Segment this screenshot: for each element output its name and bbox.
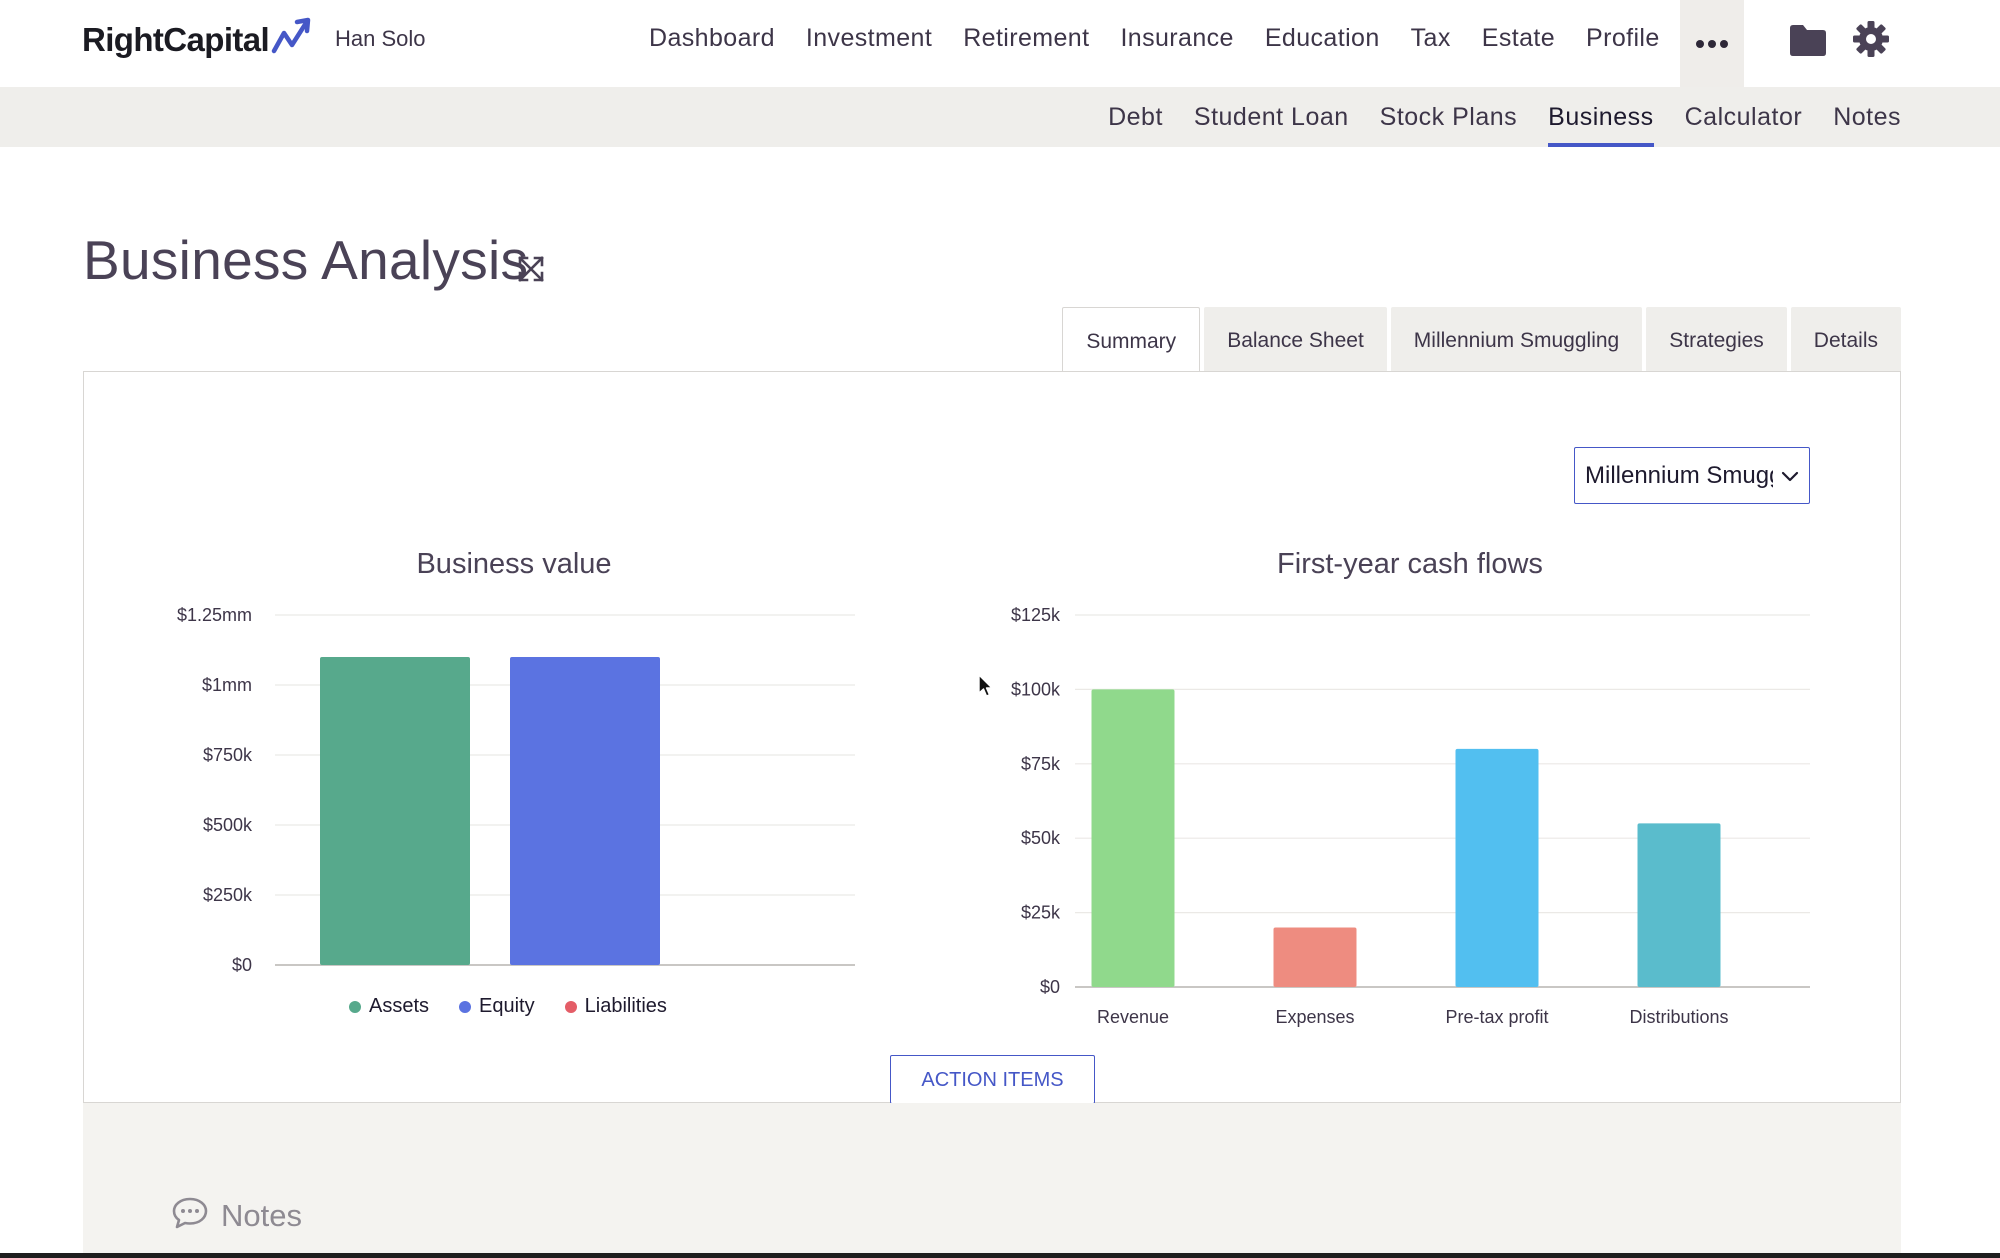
- y-tick-label: $0: [1040, 977, 1060, 997]
- subnav-calculator[interactable]: Calculator: [1684, 103, 1803, 131]
- legend-dot-equity: [459, 1000, 472, 1013]
- y-tick-label: $1.25mm: [177, 605, 252, 625]
- business-value-chart-title: Business value: [416, 548, 612, 580]
- notes-section: [83, 1103, 1901, 1255]
- logo-text: RightCapital: [82, 21, 270, 58]
- chevron-down-icon: [1781, 471, 1799, 482]
- x-tick-label-expenses: Expenses: [1275, 1007, 1354, 1027]
- business-entity-select-value: Millennium Smuggling: [1585, 462, 1773, 489]
- y-tick-label: $25k: [1021, 903, 1061, 923]
- subnav-business[interactable]: Business: [1548, 87, 1655, 147]
- bar-expenses[interactable]: [1273, 927, 1357, 987]
- y-tick-label: $1mm: [202, 675, 252, 695]
- more-horizontal-icon: [1696, 39, 1728, 48]
- y-tick-label: $100k: [1011, 679, 1061, 699]
- business-value-chart: $0 $250k $500k $750k $1mm $1.25mm: [177, 605, 855, 975]
- main-nav: Dashboard Investment Retirement Insuranc…: [649, 24, 1691, 53]
- notes-heading: Notes: [221, 1198, 302, 1233]
- legend-item-assets[interactable]: Assets: [349, 995, 429, 1018]
- legend-label-assets: Assets: [369, 995, 430, 1017]
- sub-navigation-bar: Debt Student Loan Stock Plans Business C…: [0, 87, 2000, 147]
- tab-details[interactable]: Details: [1790, 307, 1901, 372]
- folder-icon[interactable]: [1788, 22, 1828, 58]
- bar-pre-tax-profit[interactable]: [1455, 748, 1539, 987]
- first-year-cash-flows-chart: $0 $25k $50k $75k $100k $125k Revenue Expenses P…: [1011, 605, 1810, 1027]
- gear-icon[interactable]: [1851, 19, 1891, 59]
- mouse-pointer-icon: [978, 674, 993, 697]
- chat-bubble-icon: [172, 1197, 208, 1229]
- y-tick-label: $250k: [203, 885, 253, 905]
- business-entity-select[interactable]: Millennium Smuggling: [1574, 447, 1810, 504]
- nav-insurance[interactable]: Insurance: [1120, 24, 1234, 52]
- page-title: Business Analysis: [83, 229, 529, 291]
- nav-tax[interactable]: Tax: [1410, 24, 1451, 52]
- nav-dashboard[interactable]: Dashboard: [649, 24, 775, 52]
- legend-label-equity: Equity: [479, 995, 535, 1017]
- cash-flows-chart-title: First-year cash flows: [1277, 548, 1543, 580]
- tab-strategies[interactable]: Strategies: [1646, 307, 1787, 372]
- nav-estate[interactable]: Estate: [1481, 24, 1556, 52]
- y-tick-label: $500k: [203, 815, 253, 835]
- legend-dot-assets: [349, 1000, 361, 1013]
- bar-distributions[interactable]: [1637, 823, 1721, 987]
- top-navigation-bar: RightCapital Han Solo Dashboard Investme…: [0, 0, 2000, 87]
- bar-assets[interactable]: [320, 657, 470, 965]
- logo-arrow-icon: [271, 17, 311, 54]
- y-tick-label: $750k: [203, 745, 253, 765]
- nav-investment[interactable]: Investment: [805, 24, 933, 52]
- x-tick-label-pre-tax-profit: Pre-tax profit: [1445, 1007, 1548, 1027]
- action-items-button[interactable]: ACTION ITEMS: [890, 1055, 1095, 1104]
- subnav-debt[interactable]: Debt: [1108, 103, 1163, 131]
- subnav-stock-plans[interactable]: Stock Plans: [1379, 103, 1518, 131]
- nav-profile[interactable]: Profile: [1586, 24, 1660, 52]
- rightcapital-logo[interactable]: RightCapital: [82, 17, 313, 62]
- nav-education[interactable]: Education: [1264, 24, 1380, 52]
- legend-item-equity[interactable]: Equity: [459, 995, 535, 1018]
- bar-revenue[interactable]: [1091, 689, 1175, 987]
- y-tick-label: $75k: [1021, 754, 1061, 774]
- legend-dot-liabilities: [564, 1000, 577, 1013]
- analysis-tabs: Summary Balance Sheet Millennium Smuggli…: [1058, 307, 1901, 373]
- legend-item-liabilities[interactable]: Liabilities: [564, 995, 667, 1018]
- tab-summary[interactable]: Summary: [1062, 307, 1201, 373]
- nav-retirement[interactable]: Retirement: [963, 24, 1090, 52]
- y-tick-label: $125k: [1011, 605, 1061, 625]
- bar-equity[interactable]: [510, 657, 660, 965]
- window-bottom-edge: [0, 1253, 2000, 1258]
- sub-nav: Debt Student Loan Stock Plans Business C…: [1077, 87, 1901, 147]
- subnav-student-loan[interactable]: Student Loan: [1193, 103, 1349, 131]
- expand-icon[interactable]: [516, 254, 546, 284]
- more-menu-button[interactable]: [1680, 0, 1744, 87]
- x-tick-label-revenue: Revenue: [1097, 1007, 1169, 1027]
- legend-label-liabilities: Liabilities: [584, 995, 667, 1017]
- y-tick-label: $0: [232, 955, 252, 975]
- subnav-notes[interactable]: Notes: [1833, 103, 1901, 131]
- client-name[interactable]: Han Solo: [335, 26, 426, 51]
- y-tick-label: $50k: [1021, 828, 1061, 848]
- x-tick-label-distributions: Distributions: [1629, 1007, 1728, 1027]
- tab-millennium-smuggling[interactable]: Millennium Smuggling: [1390, 307, 1643, 372]
- business-value-legend: Assets Equity Liabilities: [349, 995, 697, 1018]
- tab-balance-sheet[interactable]: Balance Sheet: [1204, 307, 1387, 372]
